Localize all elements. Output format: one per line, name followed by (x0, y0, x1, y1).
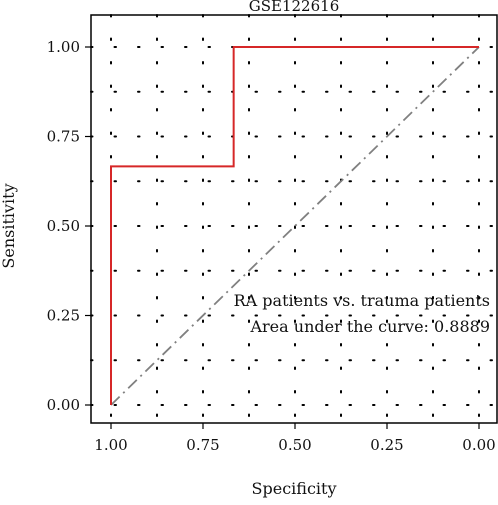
x-axis-ticks: 1.00 0.75 0.50 0.25 0.00 (94, 423, 496, 454)
grid (90, 14, 498, 424)
plot-frame (90, 14, 498, 424)
x-tick-label: 0.75 (186, 436, 219, 454)
x-axis-label: Specificity (252, 479, 337, 498)
x-tick-label: 0.25 (370, 436, 403, 454)
x-tick-label: 0.00 (462, 436, 495, 454)
chart-title: GSE122616 (249, 0, 339, 15)
y-tick-label: 1.00 (47, 38, 80, 56)
y-tick-label: 0.25 (47, 307, 80, 325)
y-axis-label: Sensitivity (0, 183, 18, 268)
y-axis-ticks: 0.00 0.25 0.50 0.75 1.00 (47, 38, 91, 414)
annotation-auc: Area under the curve: 0.8889 (249, 317, 490, 336)
y-tick-label: 0.50 (47, 217, 80, 235)
annotation-comparison: RA patients vs. trauma patients (234, 291, 490, 310)
roc-curve (110, 46, 479, 405)
x-tick-label: 1.00 (94, 436, 127, 454)
y-tick-label: 0.75 (47, 128, 80, 146)
roc-curve-line (110, 46, 479, 405)
x-tick-label: 0.50 (278, 436, 311, 454)
y-tick-label: 0.00 (47, 396, 80, 414)
